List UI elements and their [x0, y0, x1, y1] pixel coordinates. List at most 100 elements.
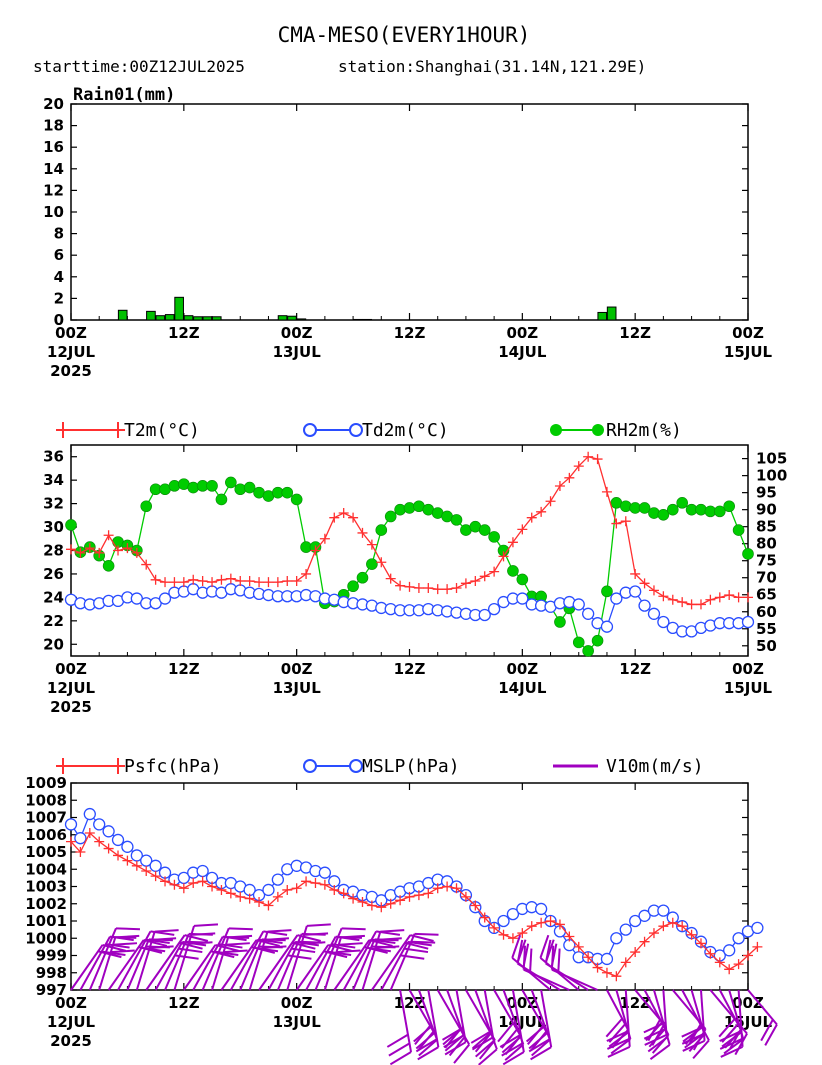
pressure-y-tick-label: 1007: [25, 809, 67, 827]
t2m-point: [178, 577, 189, 588]
t2m-point: [357, 527, 368, 538]
t2m-point: [244, 575, 255, 586]
psfc-point: [479, 912, 490, 923]
wind-barb-feather: [193, 923, 219, 927]
rh2m-point: [403, 502, 416, 514]
rain-bar: [155, 315, 166, 321]
wind-barb-staff: [126, 938, 150, 991]
t2m-point: [695, 599, 706, 610]
wind-barb: [681, 989, 706, 1052]
psfc-point: [470, 900, 481, 911]
psfc-point: [451, 883, 462, 894]
wind-barb-feather: [264, 937, 290, 941]
wind-barb-staff: [551, 968, 598, 991]
mslp-point: [111, 833, 125, 847]
t2m-point: [479, 571, 490, 582]
wind-barb-feather: [606, 1030, 630, 1042]
wind-barb-staff: [737, 989, 744, 1047]
wind-barb-staff: [540, 989, 553, 1048]
rain-y-tick-label: 6: [54, 246, 64, 264]
rain-bar: [362, 318, 373, 321]
wind-barb-feather: [525, 1025, 546, 1043]
psfc-point: [395, 895, 406, 906]
x-tick-hour: 00Z: [506, 324, 538, 342]
x-tick-hour: 00Z: [506, 660, 538, 678]
t2m-point: [601, 486, 612, 497]
wind-barb-staff: [107, 939, 145, 991]
wind-barb-feather: [606, 1037, 630, 1050]
panel-1-frame: [70, 103, 749, 321]
psfc-point: [282, 884, 293, 895]
psfc-point: [592, 962, 603, 973]
wind-barb-staff: [342, 930, 378, 991]
mslp-point: [83, 807, 96, 821]
psfc-point: [611, 971, 622, 982]
wind-barb-staff: [371, 934, 412, 991]
t2m-point: [677, 597, 688, 608]
psfc-point: [263, 900, 274, 911]
t2m-point: [338, 507, 349, 518]
rh-y-tick-label: 55: [756, 620, 777, 638]
t2m-point: [197, 575, 208, 586]
t2m-point: [554, 481, 565, 492]
mslp-point: [64, 818, 78, 831]
t2m-point: [714, 592, 725, 603]
wind-barb-feather: [607, 1045, 631, 1058]
wind-barb-feather: [413, 1025, 433, 1043]
psfc-point: [357, 897, 368, 908]
x-tick-year: 2025: [50, 362, 92, 380]
wind-barb-feather: [102, 943, 127, 952]
rain-y-tick-label: 8: [54, 225, 64, 243]
wind-barb-feather: [723, 1038, 744, 1055]
x-tick-hour: 00Z: [281, 660, 313, 678]
wind-barb-feather: [719, 1030, 742, 1042]
wind-barb-staff: [653, 989, 671, 1046]
x-tick-date: 12JUL: [47, 679, 96, 697]
wind-barb-staff: [624, 989, 631, 1047]
wind-barb-feather: [415, 1032, 436, 1050]
psfc-point: [526, 921, 537, 932]
psfc-point: [489, 922, 500, 933]
rain-y-tick-label: 10: [43, 203, 64, 221]
wind-barb-staff: [305, 936, 337, 991]
wind-barb-staff: [474, 989, 498, 1050]
t2m-point: [667, 594, 678, 605]
rh-y-tick-label: 80: [756, 535, 777, 553]
t2m-point: [141, 559, 152, 570]
rh-y-tick-label: 90: [756, 501, 777, 519]
psfc-point: [695, 938, 706, 949]
t2m-point: [470, 575, 481, 586]
wind-barb: [389, 932, 439, 991]
psfc-point: [639, 936, 650, 947]
rh2m-point: [243, 481, 256, 494]
wind-barb: [173, 923, 219, 991]
rh2m-point: [140, 500, 153, 513]
pressure-y-tick-label: 997: [36, 981, 67, 999]
td2m-point: [582, 607, 595, 620]
wind-barb-feather: [681, 1032, 705, 1045]
pressure-y-tick-label: 998: [36, 964, 67, 982]
subtitle-station: station:Shanghai(31.14N,121.29E): [338, 57, 646, 76]
wind-barb-feather: [291, 941, 316, 950]
rh2m-point: [695, 503, 707, 516]
wind-barb-feather: [341, 927, 366, 931]
wind-barb-feather: [154, 929, 179, 933]
rh2m-point: [648, 507, 660, 519]
rh-y-tick-label: 100: [756, 467, 787, 485]
psfc-point: [573, 941, 584, 952]
rh2m-point: [384, 510, 397, 523]
wind-barb-feather: [528, 1032, 548, 1050]
td2m-legend-label: Td2m(°C): [362, 420, 449, 441]
pressure-y-tick-label: 999: [36, 947, 67, 965]
wind-barb-feather: [418, 1039, 438, 1057]
wind-barb-feather: [389, 1051, 412, 1065]
wind-barb-feather: [228, 927, 253, 931]
t2m-point: [254, 577, 265, 588]
x-tick-hour: 12Z: [168, 660, 200, 678]
x-tick-hour: 00Z: [281, 324, 313, 342]
psfc-point: [254, 897, 265, 908]
psfc-point: [554, 919, 565, 930]
psfc-point: [207, 881, 218, 892]
